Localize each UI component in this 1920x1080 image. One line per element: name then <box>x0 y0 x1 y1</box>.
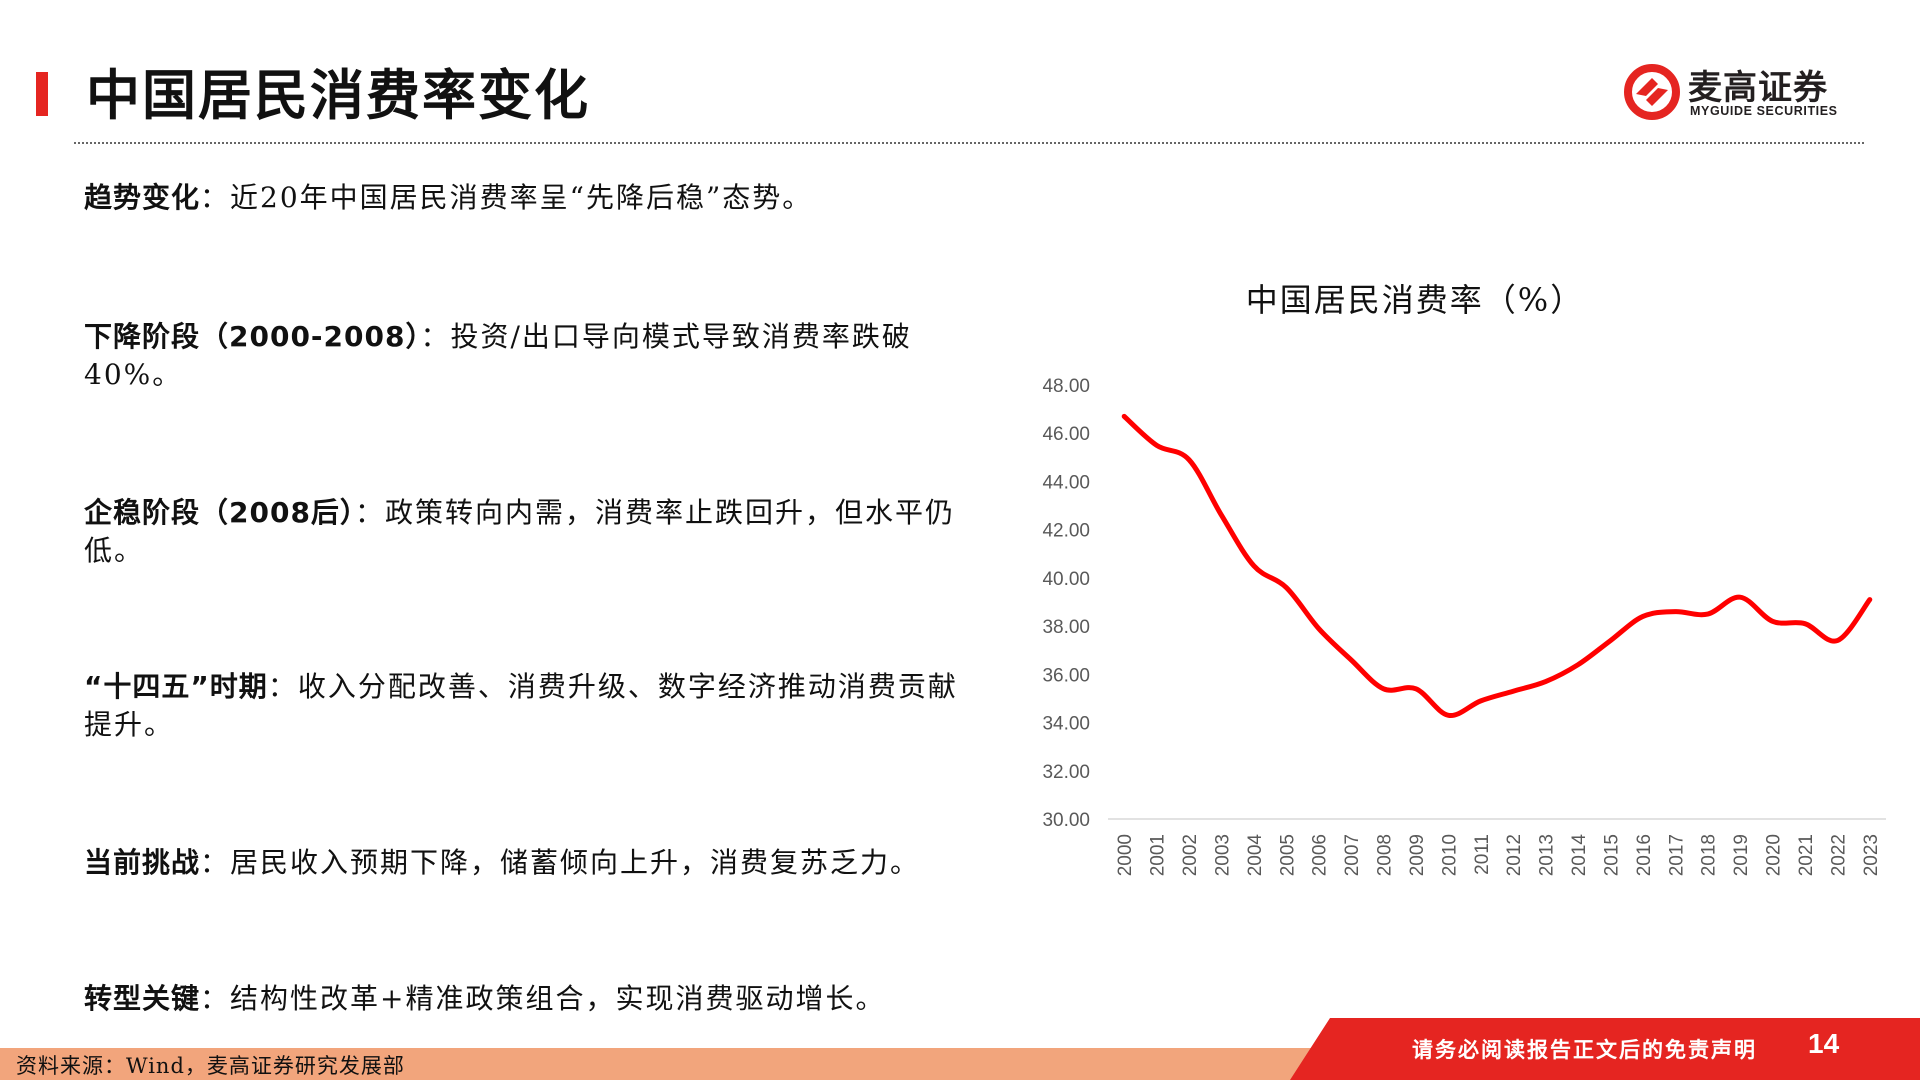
x-tick-label: 2019 <box>1731 834 1752 876</box>
x-tick-label: 2015 <box>1601 834 1622 876</box>
bullet-text: ：结构性改革+精准政策组合，实现消费驱动增长。 <box>200 982 886 1015</box>
x-tick-label: 2013 <box>1537 834 1558 876</box>
bullet-decline-phase: 下降阶段（2000-2008）：投资/出口导向模式导致消费率跌破40%。 <box>84 318 974 394</box>
y-tick-label: 44.00 <box>1042 472 1090 493</box>
x-tick-label: 2004 <box>1245 834 1266 877</box>
bullet-stabilize-phase: 企稳阶段（2008后）：政策转向内需，消费率止跌回升，但水平仍低。 <box>84 494 974 570</box>
chart-title: 中国居民消费率（%） <box>1245 281 1585 319</box>
company-logo: 麦高证券 MYGUIDE SECURITIES <box>1624 60 1850 126</box>
bullet-transition-key: 转型关键：结构性改革+精准政策组合，实现消费驱动增长。 <box>84 980 974 1018</box>
x-tick-label: 2000 <box>1115 834 1136 876</box>
x-tick-label: 2018 <box>1699 834 1720 876</box>
x-tick-label: 2023 <box>1861 834 1882 876</box>
x-tick-label: 2011 <box>1472 834 1493 875</box>
x-tick-label: 2005 <box>1277 834 1298 876</box>
title-accent-bar <box>36 72 48 116</box>
bullet-label: 企稳阶段（2008后） <box>84 496 355 529</box>
source-bar: 资料来源：Wind，麦高证券研究发展部 <box>0 1048 1330 1080</box>
bullet-label: 转型关键 <box>84 982 201 1015</box>
bullet-14th-five-year: “十四五”时期：收入分配改善、消费升级、数字经济推动消费贡献提升。 <box>84 668 974 744</box>
page-number: 14 <box>1808 1028 1840 1059</box>
x-tick-label: 2022 <box>1828 834 1849 876</box>
y-tick-label: 46.00 <box>1042 424 1090 445</box>
x-tick-label: 2017 <box>1666 834 1687 876</box>
bullet-label: 下降阶段（2000-2008） <box>84 320 421 353</box>
bullet-trend: 趋势变化：近20年中国居民消费率呈“先降后稳”态势。 <box>84 179 974 217</box>
y-tick-label: 42.00 <box>1042 521 1090 542</box>
disclaimer-text: 请务必阅读报告正文后的免责声明 <box>1412 1038 1757 1062</box>
logo-chinese-name: 麦高证券 <box>1688 68 1828 108</box>
bullet-label: 当前挑战 <box>84 846 201 879</box>
x-tick-label: 2001 <box>1148 834 1169 876</box>
bullet-text: ：近20年中国居民消费率呈“先降后稳”态势。 <box>200 181 813 214</box>
bullet-label: “十四五”时期 <box>84 670 268 703</box>
bullet-text: ：投资/出口导向模式导致消费率跌破40%。 <box>84 320 912 391</box>
myguide-logo-icon <box>1624 64 1680 120</box>
x-tick-label: 2007 <box>1342 834 1363 876</box>
x-tick-label: 2010 <box>1439 834 1460 876</box>
bullet-text: ：收入分配改善、消费升级、数字经济推动消费贡献提升。 <box>84 670 958 741</box>
consumption-rate-line-chart: 30.00 32.00 34.00 36.00 38.00 40.00 42.00 44.00… <box>1042 376 1886 877</box>
y-tick-label: 30.00 <box>1042 810 1090 831</box>
series-line-consumption-rate <box>1121 413 1873 718</box>
page-title: 中国居民消费率变化 <box>86 64 590 127</box>
x-tick-label: 2021 <box>1796 834 1817 876</box>
y-tick-label: 48.00 <box>1042 376 1090 397</box>
x-tick-label: 2009 <box>1407 834 1428 876</box>
y-tick-label: 40.00 <box>1042 569 1090 590</box>
source-note: 资料来源：Wind，麦高证券研究发展部 <box>16 1054 405 1078</box>
x-tick-label: 2012 <box>1504 834 1525 876</box>
x-tick-label: 2016 <box>1634 834 1655 876</box>
bullet-current-challenge: 当前挑战：居民收入预期下降，储蓄倾向上升，消费复苏乏力。 <box>84 844 974 882</box>
logo-english-name: MYGUIDE SECURITIES <box>1690 104 1838 118</box>
footer-banner <box>1290 1018 1920 1080</box>
y-tick-label: 36.00 <box>1042 665 1090 686</box>
bullet-label: 趋势变化 <box>84 181 201 214</box>
x-tick-label: 2006 <box>1310 834 1331 876</box>
x-tick-label: 2014 <box>1569 834 1590 877</box>
header-divider <box>74 142 1864 144</box>
x-tick-label: 2020 <box>1764 834 1785 876</box>
x-tick-label: 2002 <box>1180 834 1201 876</box>
bullet-text: ：政策转向内需，消费率止跌回升，但水平仍低。 <box>84 496 955 567</box>
y-tick-label: 34.00 <box>1042 714 1090 735</box>
y-tick-label: 32.00 <box>1042 762 1090 783</box>
x-tick-label: 2008 <box>1375 834 1396 876</box>
bullet-text: ：居民收入预期下降，储蓄倾向上升，消费复苏乏力。 <box>200 846 921 879</box>
y-tick-label: 38.00 <box>1042 617 1090 638</box>
x-tick-label: 2003 <box>1212 834 1233 876</box>
